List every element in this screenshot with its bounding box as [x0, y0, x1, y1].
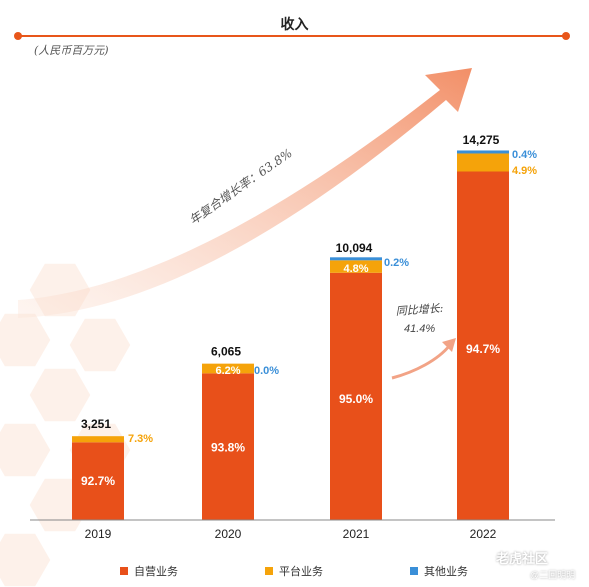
bg-hexagon	[0, 310, 54, 370]
bar-2021-平台业务	[330, 260, 382, 273]
legend-swatch	[265, 567, 273, 575]
total-label-2020: 6,065	[211, 345, 241, 359]
bg-hexagon	[66, 315, 134, 375]
unit-label: (人民币百万元)	[34, 44, 109, 57]
watermark-brand: 老虎社区	[496, 551, 549, 566]
bg-hexagon	[0, 420, 54, 480]
x-tick-2022: 2022	[470, 527, 497, 541]
bar-2021-自营业务	[330, 272, 382, 520]
yoy-arrow	[391, 344, 452, 380]
label-platform-2021: 4.8%	[343, 263, 368, 275]
rule-dot-left	[14, 32, 22, 40]
bar-2020-平台业务	[202, 363, 254, 374]
x-tick-2020: 2020	[215, 527, 242, 541]
legend-item: 平台业务	[265, 563, 323, 579]
label-self-2021: 95.0%	[339, 392, 373, 406]
yoy-arrowhead	[442, 338, 456, 352]
label-other-2020: 0.0%	[254, 365, 279, 377]
legend-item: 自营业务	[120, 563, 178, 579]
bar-2019-自营业务	[72, 442, 124, 520]
label-self-2022: 94.7%	[466, 342, 500, 356]
legend-swatch	[120, 567, 128, 575]
legend-swatch	[410, 567, 418, 575]
bar-2020-自营业务	[202, 373, 254, 520]
label-other-2021: 0.2%	[384, 257, 409, 269]
label-self-2019: 92.7%	[81, 474, 115, 488]
legend-label: 平台业务	[279, 566, 323, 578]
label-other-2022: 0.4%	[512, 149, 537, 161]
bar-2021-其他业务	[330, 257, 382, 261]
bar-2022-其他业务	[457, 150, 509, 154]
label-platform-2019: 7.3%	[128, 433, 153, 445]
total-label-2022: 14,275	[463, 133, 500, 147]
total-label-2019: 3,251	[81, 417, 111, 431]
bg-hexagon	[0, 530, 54, 587]
yoy-label: 同比增长:	[395, 302, 444, 318]
legend-label: 自营业务	[134, 566, 178, 578]
title-rule	[18, 35, 566, 37]
label-platform-2020: 6.2%	[215, 365, 240, 377]
legend-label: 其他业务	[424, 566, 468, 578]
bar-2019-平台业务	[72, 436, 124, 443]
legend-item: 其他业务	[410, 563, 468, 579]
total-label-2021: 10,094	[336, 241, 373, 255]
yoy-value: 41.4%	[404, 323, 435, 335]
label-self-2020: 93.8%	[211, 440, 245, 454]
bar-2022-自营业务	[457, 171, 509, 520]
watermark-user: @二回明明	[530, 570, 576, 580]
label-platform-2022: 4.9%	[512, 165, 537, 177]
x-tick-2021: 2021	[343, 527, 370, 541]
x-tick-2019: 2019	[85, 527, 112, 541]
bar-2022-平台业务	[457, 153, 509, 172]
bg-hexagon	[26, 365, 94, 425]
rule-dot-right	[562, 32, 570, 40]
chart-title: 收入	[280, 16, 309, 32]
